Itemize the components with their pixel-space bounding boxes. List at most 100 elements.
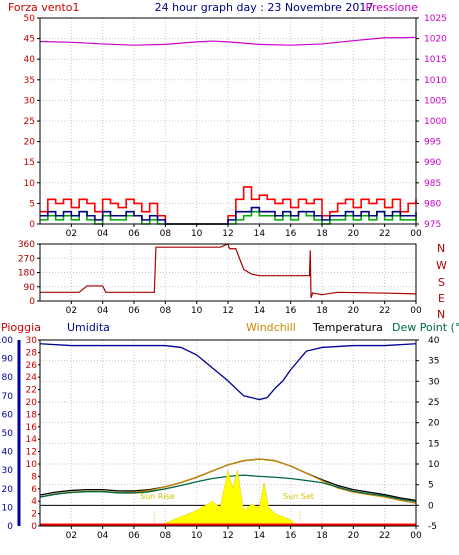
x-tick-label: 22	[379, 306, 390, 316]
y-tick-label-left: 25	[24, 117, 35, 127]
y-tick-label-right: 1020	[424, 35, 447, 45]
y-tick-label-right: 975	[424, 220, 441, 230]
y-tick-label-direction: 360	[18, 240, 35, 250]
y-tick-label-rain: 14	[26, 435, 38, 445]
x-tick-label: 16	[285, 306, 297, 316]
y-tick-label-rain: 24	[26, 373, 38, 383]
y-tick-label-left: 45	[24, 35, 35, 45]
x-tick-label: 00	[410, 531, 422, 541]
y-tick-label-temp: 25	[428, 398, 439, 408]
y-tick-label-rain: 20	[26, 398, 38, 408]
x-tick-label: 08	[160, 531, 172, 541]
y-tick-label-rain: 26	[26, 361, 38, 371]
x-tick-label: 02	[66, 306, 77, 316]
direction-label-n-top: N	[437, 242, 445, 255]
y-tick-label-rain: 18	[26, 410, 38, 420]
y-tick-label-right: 990	[424, 158, 441, 168]
y-tick-label-left: 5	[29, 199, 35, 209]
y-tick-label-rain: 30	[26, 336, 38, 346]
y-tick-label-left: 30	[24, 96, 36, 106]
humidity-label: Umidita	[67, 321, 110, 334]
y-tick-label-right: 1015	[424, 55, 447, 65]
series-line-pressione	[39, 36, 417, 46]
series-line-forza-vento1-mediata-	[40, 206, 417, 225]
x-tick-label: 20	[348, 306, 360, 316]
y-tick-label-rain: 12	[26, 448, 37, 458]
pressure-label: Pressione	[366, 1, 419, 14]
y-tick-label-direction: 0	[29, 297, 35, 307]
x-tick-label: 12	[222, 306, 233, 316]
x-tick-label: 12	[222, 531, 233, 541]
x-tick-label: 04	[97, 531, 109, 541]
y-tick-label-right: 1000	[424, 117, 447, 127]
sunrise-label: Sun Rise	[140, 492, 175, 501]
x-tick-label: 14	[254, 306, 266, 316]
chart-title: 24 hour graph day : 23 Novembre 2017	[155, 1, 374, 14]
y-tick-label-rain: 8	[31, 472, 37, 482]
direction-label-w: W	[436, 259, 447, 272]
y-tick-label-humidity: 80	[2, 373, 14, 383]
y-tick-label-left: 10	[24, 179, 36, 189]
y-tick-label-direction: 90	[24, 283, 36, 293]
y-tick-label-left: 0	[29, 220, 35, 230]
x-tick-label: 14	[254, 531, 266, 541]
y-tick-label-left: 35	[24, 76, 35, 86]
y-tick-label-rain: 6	[31, 485, 37, 495]
direction-label-s: S	[438, 276, 445, 289]
x-tick-label: 06	[128, 229, 140, 239]
x-tick-label: 10	[191, 229, 203, 239]
x-tick-label: 00	[410, 229, 422, 239]
y-tick-label-rain: 10	[26, 460, 38, 470]
temperature-label: Temperatura	[312, 321, 383, 334]
x-tick-label: 12	[222, 229, 233, 239]
dewpoint-label: Dew Point (°C	[392, 321, 459, 334]
rain-label: Pioggia	[1, 321, 41, 334]
y-tick-label-humidity: 10	[2, 503, 14, 513]
x-tick-label: 08	[160, 229, 172, 239]
y-tick-label-humidity: 40	[2, 448, 14, 458]
x-tick-label: 22	[379, 531, 390, 541]
y-tick-label-right: 985	[424, 179, 441, 189]
y-tick-label-direction: 180	[18, 269, 35, 279]
x-tick-label: 06	[128, 306, 140, 316]
x-tick-label: 16	[285, 531, 297, 541]
y-tick-label-right: 1025	[424, 14, 447, 24]
y-tick-label-rain: 28	[26, 348, 38, 358]
x-tick-label: 08	[160, 306, 172, 316]
x-tick-label: 16	[285, 229, 297, 239]
y-tick-label-left: 40	[24, 55, 36, 65]
y-tick-label-right: 1010	[424, 76, 447, 86]
y-tick-label-temp: 30	[428, 377, 440, 387]
y-tick-label-rain: 0	[31, 522, 37, 532]
y-tick-label-humidity: 0	[7, 522, 13, 532]
y-tick-label-temp: 10	[428, 460, 440, 470]
y-tick-label-rain: 22	[26, 386, 37, 396]
series-line-wind-direction	[40, 243, 417, 299]
direction-label-e: E	[438, 292, 445, 305]
y-tick-label-left: 50	[24, 14, 36, 24]
wind-strength-label: Forza vento1	[8, 1, 80, 14]
x-tick-label: 04	[97, 229, 109, 239]
series-line-forza-vento1-raffica-	[40, 186, 417, 225]
y-tick-label-left: 15	[24, 158, 35, 168]
x-tick-label: 20	[348, 229, 360, 239]
y-tick-label-temp: 35	[428, 357, 439, 367]
y-tick-label-humidity: 30	[2, 466, 14, 476]
x-tick-label: 22	[379, 229, 390, 239]
y-tick-label-humidity: 90	[2, 355, 14, 365]
y-tick-label-temp: 20	[428, 419, 440, 429]
y-tick-label-humidity: 50	[2, 429, 14, 439]
y-tick-label-humidity: 60	[2, 410, 14, 420]
x-tick-label: 02	[66, 229, 77, 239]
x-tick-label: 18	[316, 306, 328, 316]
windchill-label: Windchill	[246, 321, 296, 334]
x-tick-label: 10	[191, 306, 203, 316]
x-tick-label: 20	[348, 531, 360, 541]
y-tick-label-temp: -5	[428, 522, 437, 532]
y-tick-label-temp: 15	[428, 439, 439, 449]
y-tick-label-left: 20	[24, 138, 36, 148]
x-tick-label: 18	[316, 531, 328, 541]
x-tick-label: 14	[254, 229, 266, 239]
